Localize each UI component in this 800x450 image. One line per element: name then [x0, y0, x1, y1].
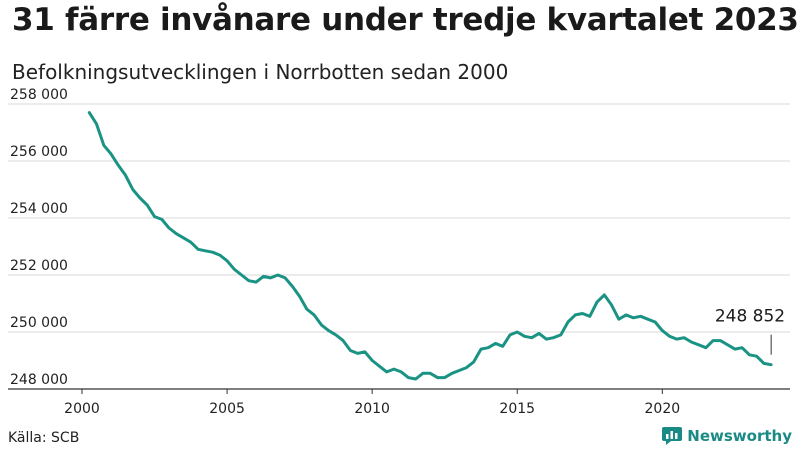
- y-tick-label: 250 000: [10, 315, 68, 331]
- x-tick-label: 2015: [499, 401, 535, 417]
- x-axis-ticks: 2000 2005 2010 2015 2020: [64, 389, 680, 417]
- x-tick-label: 2010: [354, 401, 390, 417]
- chart-subtitle: Befolkningsutvecklingen i Norrbotten sed…: [12, 60, 509, 84]
- gridlines: [8, 103, 790, 390]
- y-axis-ticks: 248 000 250 000 252 000 254 000 256 000 258 0…: [10, 87, 68, 388]
- y-tick-label: 258 000: [10, 87, 68, 103]
- y-tick-label: 254 000: [10, 201, 68, 217]
- source-note: Källa: SCB: [8, 430, 80, 446]
- series-line: [87, 111, 773, 381]
- brand-logo[interactable]: Newsworthy: [662, 427, 792, 445]
- series-layer: [87, 111, 773, 381]
- newsworthy-logo-icon: [662, 427, 683, 445]
- annotation-layer: 248 852: [715, 307, 785, 355]
- y-tick-label: 256 000: [10, 144, 68, 160]
- chart-title: 31 färre invånare under tredje kvartalet…: [12, 2, 799, 38]
- y-tick-label: 252 000: [10, 258, 68, 274]
- x-tick-label: 2000: [64, 401, 100, 417]
- y-tick-label: 248 000: [10, 372, 68, 388]
- x-tick-label: 2020: [645, 401, 681, 417]
- x-tick-label: 2005: [209, 401, 245, 417]
- brand-name: Newsworthy: [687, 427, 792, 445]
- annotation-label: 248 852: [715, 307, 785, 327]
